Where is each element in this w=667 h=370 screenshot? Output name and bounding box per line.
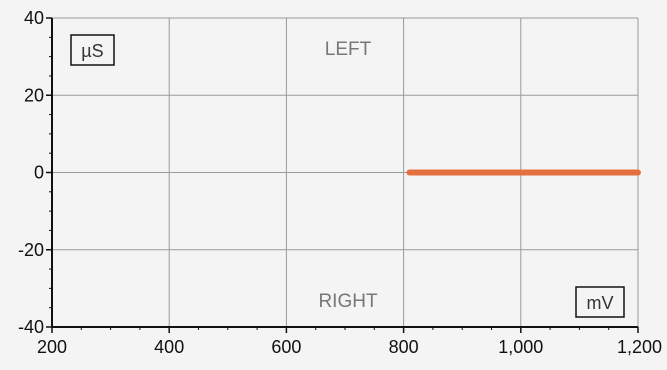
y-tick-label: 40: [24, 8, 44, 28]
x-unit-label: mV: [587, 293, 614, 313]
y-unit-label: µS: [81, 41, 103, 61]
x-tick-label: 400: [154, 337, 184, 357]
x-tick-label: 1,200: [617, 337, 662, 357]
x-tick-label: 800: [389, 337, 419, 357]
axes: [46, 17, 639, 333]
x-unit-box: [575, 286, 625, 318]
y-tick-label: -20: [18, 240, 44, 260]
y-unit-box: [70, 34, 115, 66]
left-region-label: LEFT: [325, 39, 372, 60]
x-tick-label: 600: [271, 337, 301, 357]
x-tick-label: 1,000: [498, 337, 543, 357]
y-tick-label: 0: [34, 163, 44, 183]
right-region-label: RIGHT: [318, 291, 378, 312]
y-tick-label: 20: [24, 85, 44, 105]
y-tick-label: -40: [18, 317, 44, 337]
x-tick-label: 200: [37, 337, 67, 357]
